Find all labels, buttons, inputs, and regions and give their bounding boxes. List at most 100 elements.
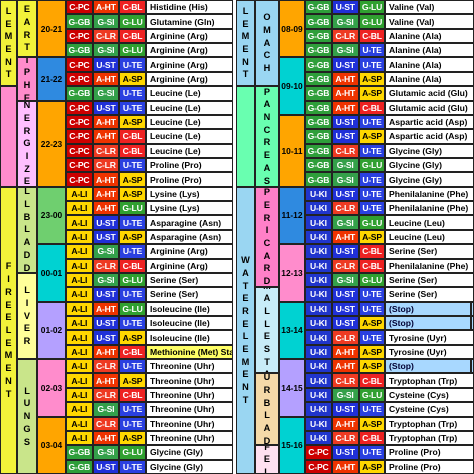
right-amino-acid: Phenilalanine (Phe) — [385, 201, 474, 216]
left-codon-cell: C-PC — [66, 0, 93, 15]
right-codon-cell: A-HT — [331, 100, 359, 115]
right-codon-cell: A-HT — [331, 416, 359, 431]
vertical-letter: N — [23, 100, 31, 111]
left-codon-cell: A-HT — [92, 344, 120, 360]
right-codon-cell: A-SP — [358, 316, 386, 331]
vertical-letter: L — [5, 5, 12, 16]
left-codon-cell: G-GB — [66, 445, 93, 460]
left-codon-cell: U-ST — [92, 100, 120, 115]
left-codon-cell: U-ST — [92, 287, 120, 302]
left-codon-cell: A-LI — [66, 402, 93, 417]
left-amino-acid: Leucine (Le) — [146, 86, 233, 101]
left-codon-cell: C-PC — [66, 129, 93, 144]
right-codon-cell: C-LR — [331, 330, 359, 345]
right-amino-acid: Phenilalanine (Phe) — [385, 186, 474, 202]
right-time-slot: 09-10 — [279, 57, 305, 115]
vertical-letter: U — [263, 373, 271, 383]
left-codon-cell: A-LI — [66, 215, 93, 230]
right-codon-cell: U-ST — [331, 0, 359, 15]
right-amino-acid: Phenilalanine (Phe) — [385, 258, 474, 273]
vertical-letter: L — [24, 285, 30, 296]
right-codon-cell: U-KI — [305, 215, 332, 230]
right-time-slot: 11-12 — [279, 186, 305, 245]
right-codon-cell: G-SI — [331, 387, 359, 403]
right-codon-cell: U-KI — [305, 402, 332, 417]
right-codon-cell: U-TE — [358, 301, 386, 316]
vertical-letter: T — [264, 356, 270, 367]
left-codon-cell: U-ST — [92, 316, 120, 331]
left-amino-acid: Threonine (Uhr) — [146, 430, 233, 446]
left-codon-cell: C-BL — [119, 258, 146, 273]
vertical-letter: E — [23, 4, 31, 15]
vertical-letter: I — [265, 225, 269, 236]
left-codon-cell: A-SP — [119, 229, 146, 245]
right-amino-acid: Aspartic acid (Asp) — [385, 114, 474, 130]
vertical-letter: E — [5, 18, 12, 29]
right-codon-cell: C-LR — [331, 430, 359, 446]
vertical-letter: W — [241, 255, 250, 266]
left-codon-cell: A-LI — [66, 229, 93, 245]
vertical-letter: L — [242, 5, 249, 16]
vertical-letter: E — [5, 44, 12, 55]
vertical-letter: D — [23, 249, 31, 260]
vertical-letter: A — [263, 423, 271, 434]
vertical-letter: E — [263, 454, 271, 465]
left-codon-cell: C-LR — [92, 387, 120, 403]
right-codon-cell: U-KI — [305, 430, 332, 446]
right-codon-cell: U-KI — [305, 344, 332, 360]
right-codon-cell: G-LU — [358, 0, 386, 15]
vertical-letter: S — [263, 175, 271, 186]
right-codon-cell: C-BL — [358, 100, 386, 115]
right-codon-cell: U-ST — [331, 186, 359, 202]
vertical-letter: A — [263, 250, 271, 261]
left-time-slot: 01-02 — [37, 301, 66, 360]
right-codon-cell: G-GB — [305, 14, 332, 29]
left-codon-cell: G-GB — [66, 14, 93, 29]
left-amino-acid: Isoleucine (Ile) — [146, 316, 233, 331]
vertical-letter: M — [263, 288, 271, 292]
right-amino-acid: Valine (Val) — [385, 14, 474, 29]
right-amino-acid: Glutamic acid (Glu) — [385, 100, 474, 115]
right-codon-cell: G-GB — [305, 57, 332, 72]
vertical-letter: T — [5, 69, 12, 80]
left-codon-cell: C-PC — [66, 143, 93, 158]
right-codon-cell: G-SI — [331, 272, 359, 288]
right-codon-cell: U-KI — [305, 416, 332, 431]
left-codon-cell: C-BL — [119, 0, 146, 15]
right-codon-cell: U-TE — [358, 114, 386, 130]
right-amino-acid: Glycine (Gly) — [385, 143, 474, 158]
vertical-letter: R — [23, 29, 31, 40]
vertical-letter: L — [242, 331, 249, 342]
left-codon-cell: U-TE — [119, 316, 146, 331]
vertical-letter: P — [23, 67, 31, 78]
vertical-letter: L — [264, 466, 270, 474]
right-amino-acid: Serine (Ser) — [385, 272, 474, 288]
vertical-letter: L — [264, 318, 270, 329]
right-codon-cell: U-KI — [305, 387, 332, 403]
left-codon-cell: C-LR — [92, 158, 120, 173]
right-amino-acid: Tryptophan (Trp) — [385, 416, 474, 431]
left-codon-cell: C-PC — [66, 57, 93, 72]
left-amino-acid: Leucine (Le) — [146, 129, 233, 144]
left-amino-acid: Isoleucine (Ile) — [146, 330, 233, 345]
vertical-letter: V — [23, 310, 31, 321]
right-codon-cell: A-SP — [358, 229, 386, 245]
right-codon-cell: G-GB — [305, 129, 332, 144]
vertical-letter: L — [24, 199, 30, 210]
vertical-letter: R — [242, 305, 249, 316]
left-amino-acid: Arginine (Arg) — [146, 258, 233, 273]
left-amino-acid: Arginine (Arg) — [146, 71, 233, 87]
left-codon-cell: A-HT — [92, 114, 120, 130]
right-amino-acid: Glutamic acid (Glu) — [385, 86, 474, 101]
vertical-letter: H — [23, 80, 31, 90]
vertical-letter: A — [263, 293, 271, 304]
left-codon-cell: G-SI — [92, 445, 120, 460]
left-codon-cell: G-LU — [119, 43, 146, 58]
vertical-letter: E — [242, 44, 249, 55]
vertical-letter: E — [23, 92, 31, 101]
right-codon-cell: U-KI — [305, 229, 332, 245]
